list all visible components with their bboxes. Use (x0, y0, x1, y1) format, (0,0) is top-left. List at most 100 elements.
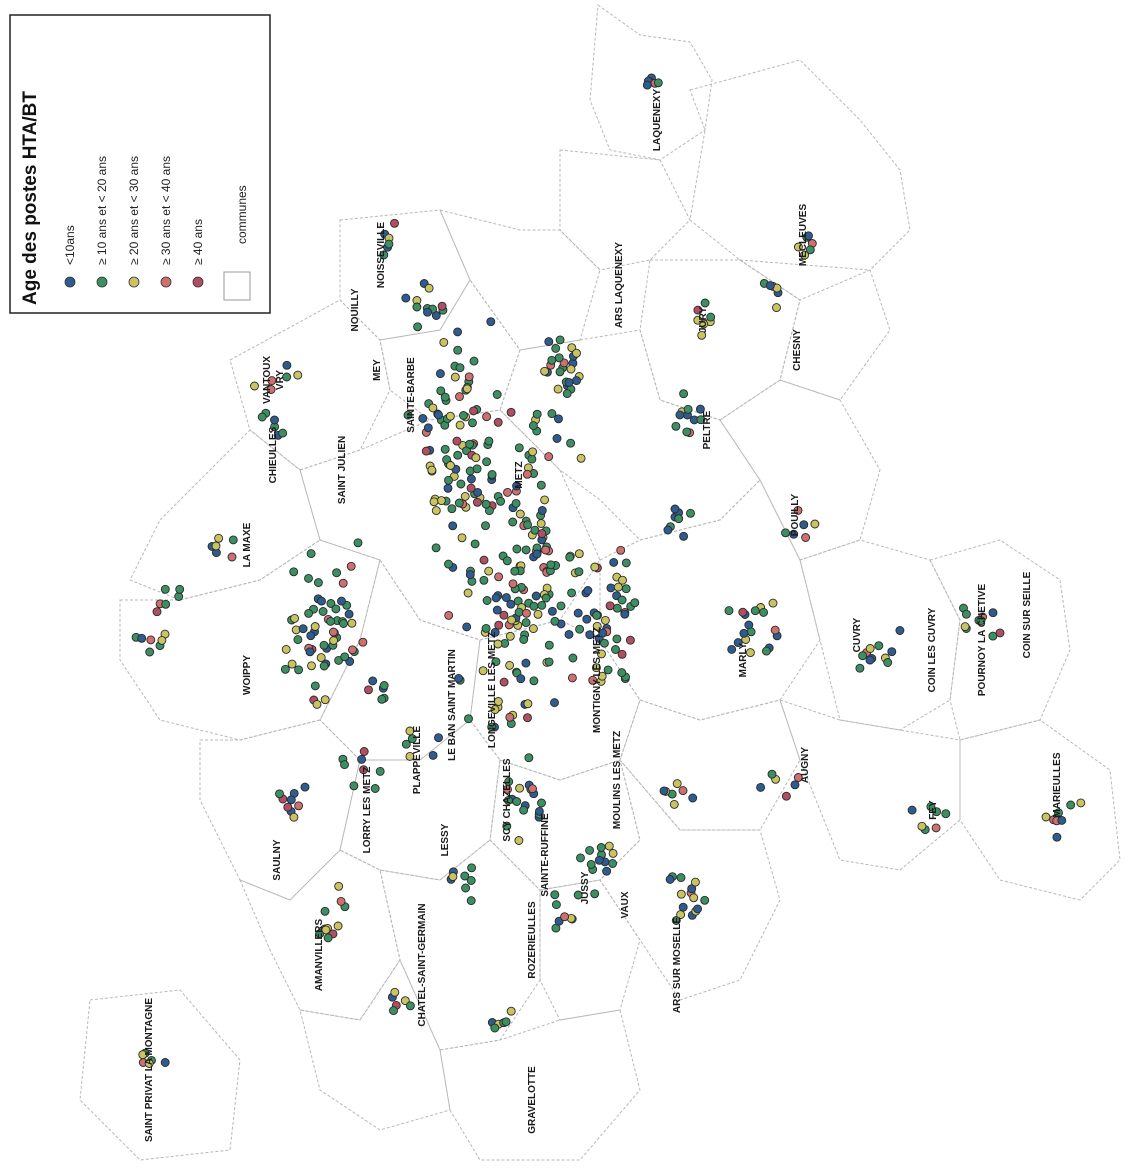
commune-label-16: LA MAXE (242, 522, 253, 567)
substation-point (618, 575, 627, 585)
substation-point (368, 676, 378, 686)
commune-label-5: NOISSEVILLE (376, 222, 387, 288)
legend-swatch-4 (192, 276, 204, 288)
commune-label-20: COIN SUR SEILLE (1022, 571, 1033, 658)
substation-point (678, 786, 688, 796)
substation-point (294, 665, 304, 675)
substation-point (310, 622, 320, 631)
substation-point (448, 872, 458, 882)
substation-point (687, 884, 697, 894)
substation-point (316, 653, 326, 663)
substation-point (320, 906, 330, 916)
substation-point (697, 330, 707, 340)
substation-point (331, 604, 341, 614)
substation-point (750, 606, 760, 616)
substation-point (298, 624, 308, 634)
legend-swatch-communes (223, 271, 251, 301)
substation-point (554, 414, 563, 424)
substation-point (598, 628, 608, 638)
substation-point (348, 645, 357, 655)
substation-point (424, 283, 434, 293)
substation-point (550, 698, 559, 708)
substation-point (551, 900, 561, 910)
substation-point (471, 453, 481, 463)
commune-label-4: CHESNY (792, 329, 803, 371)
substation-point (357, 754, 367, 764)
commune-label-40: AMANVILLERS (314, 919, 325, 992)
commune-label-7: VANTOUX (262, 356, 273, 404)
substation-point (448, 521, 458, 531)
substation-point (550, 890, 560, 900)
substation-point (804, 231, 813, 241)
substation-point (455, 363, 465, 373)
substation-point (988, 608, 998, 618)
substation-point (501, 1017, 511, 1027)
substation-point (275, 789, 284, 799)
substation-point (536, 519, 546, 528)
commune-label-26: PLAPPEVILLE (412, 726, 423, 795)
commune-label-13: SAINT JULIEN (337, 436, 348, 504)
substation-point (679, 531, 689, 541)
substation-point (390, 987, 400, 997)
substation-point (413, 322, 423, 332)
substation-point (428, 750, 438, 760)
substation-point (431, 543, 441, 553)
substation-point (566, 364, 576, 374)
substation-point (321, 925, 331, 935)
substation-point (457, 533, 467, 543)
substation-point (556, 601, 566, 611)
commune-label-30: AUGNY (800, 747, 811, 783)
substation-point (211, 541, 221, 551)
commune-label-17: CUVRY (852, 617, 863, 652)
substation-point (606, 583, 616, 593)
substation-point (491, 657, 501, 667)
substation-point (464, 372, 474, 382)
substation-point (515, 783, 525, 793)
substation-point (588, 675, 598, 685)
commune-label-0: LAQUENEXY (652, 89, 663, 152)
substation-point (160, 1058, 170, 1067)
substation-point (472, 497, 482, 507)
substation-point (522, 608, 531, 618)
substation-point (672, 779, 682, 789)
substation-point (445, 411, 455, 421)
substation-point (487, 722, 497, 732)
substation-point (346, 561, 356, 571)
substation-point (678, 902, 688, 912)
substation-point (941, 809, 951, 819)
substation-point (675, 410, 685, 420)
substation-point (227, 552, 237, 562)
substation-point (540, 495, 550, 505)
substation-point (459, 411, 468, 420)
substation-point (333, 921, 343, 931)
commune-label-9: MEY (372, 359, 383, 381)
commune-label-15: POUILLY (790, 493, 801, 536)
substation-point (466, 896, 476, 906)
substation-point (453, 450, 463, 460)
commune-label-1: MECLEUVES (798, 204, 809, 267)
substation-point (611, 645, 620, 654)
substation-point (603, 665, 613, 675)
commune-label-42: SAINT PRIVAT LA MONTAGNE (144, 998, 155, 1142)
commune-label-24: MARLY (738, 642, 749, 677)
substation-point (504, 777, 514, 787)
substation-point (781, 528, 790, 538)
substation-point (592, 610, 602, 620)
legend-label-communes: communes (235, 185, 249, 244)
substation-point (547, 409, 557, 419)
substation-point (696, 415, 706, 425)
substation-point (338, 578, 348, 588)
legend: Age des postes HTA/BT <10ans ≥ 10 ans et … (9, 14, 271, 314)
substation-point (554, 353, 564, 363)
substation-point (157, 635, 167, 645)
substation-point (469, 356, 479, 366)
substation-point (565, 552, 575, 562)
substation-point (319, 661, 329, 671)
substation-point (533, 609, 543, 619)
substation-point (528, 784, 537, 794)
substation-point (582, 614, 592, 624)
substation-point (453, 327, 463, 337)
commune-label-23: MONTIGNY LES METZ (592, 627, 603, 733)
substation-point (349, 781, 359, 791)
substation-point (423, 307, 432, 317)
